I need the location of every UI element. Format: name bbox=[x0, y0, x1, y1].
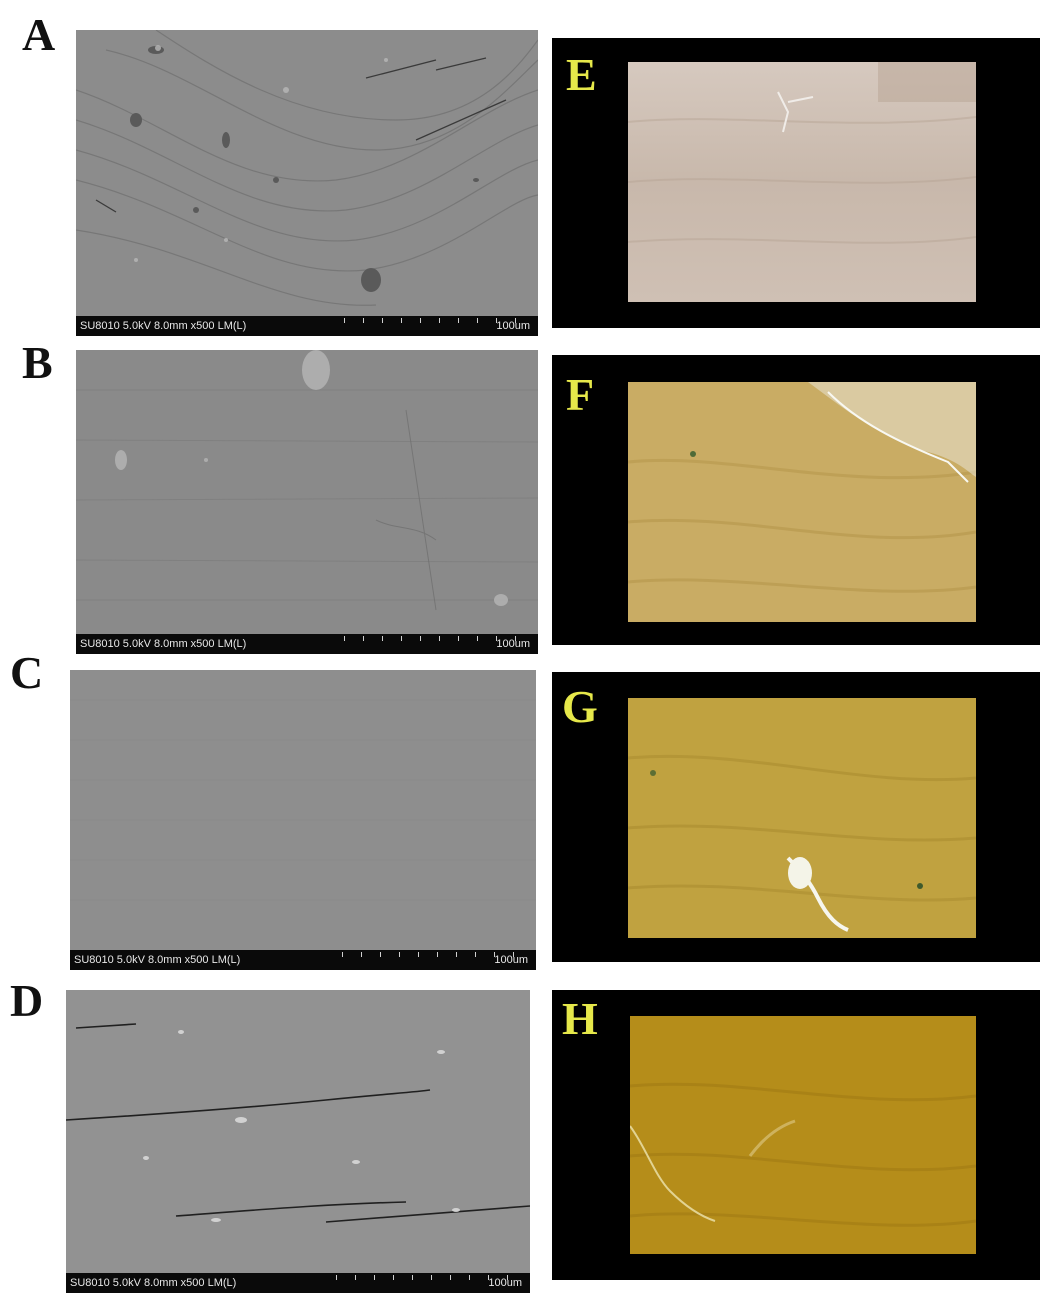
wood-texture-g bbox=[628, 698, 976, 938]
sem-scale-c: 100um bbox=[494, 954, 528, 966]
wood-texture-e bbox=[628, 62, 976, 302]
sem-meta-b: SU8010 5.0kV 8.0mm x500 LM(L) bbox=[80, 638, 247, 650]
wood-photo-f bbox=[628, 382, 976, 622]
sem-texture-b bbox=[76, 350, 538, 634]
panel-label-b: B bbox=[22, 337, 53, 388]
sem-meta-d: SU8010 5.0kV 8.0mm x500 LM(L) bbox=[70, 1277, 237, 1289]
panel-label-c: C bbox=[10, 647, 44, 698]
sem-texture-d bbox=[66, 990, 530, 1273]
panel-label-e: E bbox=[566, 49, 597, 100]
sem-infobar-a: SU8010 5.0kV 8.0mm x500 LM(L) 100um bbox=[76, 316, 538, 336]
sem-image-d: SU8010 5.0kV 8.0mm x500 LM(L) 100um bbox=[66, 990, 530, 1293]
sem-infobar-b: SU8010 5.0kV 8.0mm x500 LM(L) 100um bbox=[76, 634, 538, 654]
wood-photo-e bbox=[628, 62, 976, 302]
panel-label-g: G bbox=[562, 681, 598, 732]
wood-texture-f bbox=[628, 382, 976, 622]
sem-scale-a: 100um bbox=[496, 320, 530, 332]
panel-label-h: H bbox=[562, 993, 598, 1044]
scale-ticks-b bbox=[344, 636, 534, 641]
sem-scale-b: 100um bbox=[496, 638, 530, 650]
scale-ticks-d bbox=[336, 1275, 526, 1280]
sem-infobar-d: SU8010 5.0kV 8.0mm x500 LM(L) 100um bbox=[66, 1273, 530, 1293]
panel-label-a: A bbox=[22, 9, 56, 60]
scale-ticks-c bbox=[342, 952, 532, 957]
panel-label-f: F bbox=[566, 369, 595, 420]
wood-photo-g bbox=[628, 698, 976, 938]
sem-infobar-c: SU8010 5.0kV 8.0mm x500 LM(L) 100um bbox=[70, 950, 536, 970]
sem-scale-d: 100um bbox=[488, 1277, 522, 1289]
sem-meta-c: SU8010 5.0kV 8.0mm x500 LM(L) bbox=[74, 954, 241, 966]
sem-image-a: SU8010 5.0kV 8.0mm x500 LM(L) 100um bbox=[76, 30, 538, 336]
scale-ticks-a bbox=[344, 318, 534, 323]
sem-texture-c bbox=[70, 670, 536, 950]
wood-texture-h bbox=[630, 1016, 976, 1254]
sem-meta-a: SU8010 5.0kV 8.0mm x500 LM(L) bbox=[80, 320, 247, 332]
sem-image-b: SU8010 5.0kV 8.0mm x500 LM(L) 100um bbox=[76, 350, 538, 654]
wood-photo-h bbox=[630, 1016, 976, 1254]
panel-label-d: D bbox=[10, 975, 44, 1026]
sem-image-c: SU8010 5.0kV 8.0mm x500 LM(L) 100um bbox=[70, 670, 536, 970]
sem-texture-a bbox=[76, 30, 538, 316]
